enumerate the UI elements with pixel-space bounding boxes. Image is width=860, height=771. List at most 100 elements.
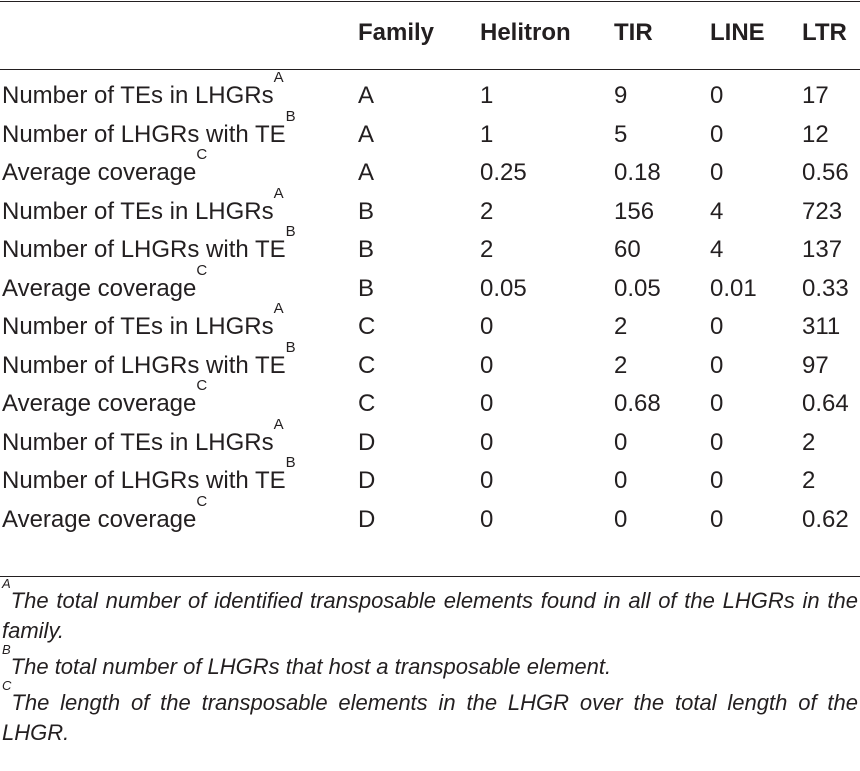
cell-family: C xyxy=(358,390,376,418)
cell-line: 0 xyxy=(710,467,724,495)
table-row: Number of LHGRs with TEB B 2 60 4 137 xyxy=(0,224,860,270)
row-label-cell: Number of LHGRs with TEB xyxy=(0,455,358,501)
cell-helitron: 0 xyxy=(480,313,494,341)
table-row: Number of LHGRs with TEB A 1 5 0 12 xyxy=(0,109,860,155)
row-label-cell: Average coverageC xyxy=(0,147,358,193)
cell-tir: 156 xyxy=(614,197,655,225)
cell-line: 4 xyxy=(710,236,724,264)
cell-ltr: 97 xyxy=(802,351,829,379)
header-row: Family Helitron TIR LINE LTR xyxy=(0,10,860,57)
cell-family: D xyxy=(358,467,376,495)
cell-tir: 2 xyxy=(614,351,628,379)
cell-family: B xyxy=(358,197,375,225)
table-row: Average coverageC D 0 0 0 0.62 xyxy=(0,494,860,540)
row-label: Average coverage xyxy=(2,505,197,533)
row-label-footnote-mark: B xyxy=(285,454,296,472)
row-label-cell: Number of LHGRs with TEB xyxy=(0,340,358,386)
cell-helitron: 0 xyxy=(480,467,494,495)
cell-tir: 0.68 xyxy=(614,390,661,418)
row-label-footnote-mark: C xyxy=(196,492,208,510)
cell-family: A xyxy=(358,159,375,187)
cell-line: 0 xyxy=(710,428,724,456)
table-row: Number of TEs in LHGRsA D 0 0 0 2 xyxy=(0,417,860,463)
row-label-cell: Number of TEs in LHGRsA xyxy=(0,186,358,232)
row-label: Average coverage xyxy=(2,390,197,418)
cell-helitron: 2 xyxy=(480,236,494,264)
table-row: Number of LHGRs with TEB D 0 0 0 2 xyxy=(0,455,860,501)
header-spacer xyxy=(0,57,860,77)
table-header-rule xyxy=(0,69,860,70)
footnotes: AThe total number of identified transpos… xyxy=(2,577,858,754)
row-label-footnote-mark: B xyxy=(285,223,296,241)
cell-tir: 5 xyxy=(614,120,628,148)
row-label-cell: Number of LHGRs with TEB xyxy=(0,109,358,155)
table-row: Number of TEs in LHGRsA B 2 156 4 723 xyxy=(0,186,860,232)
cell-helitron: 0 xyxy=(480,390,494,418)
cell-ltr: 2 xyxy=(802,467,816,495)
cell-family: A xyxy=(358,82,375,110)
row-label: Number of LHGRs with TE xyxy=(2,351,286,379)
cell-line: 0 xyxy=(710,120,724,148)
cell-line: 0 xyxy=(710,351,724,379)
cell-tir: 60 xyxy=(614,236,641,264)
footnote-text: The total number of identified transposa… xyxy=(2,588,858,643)
cell-ltr: 0.33 xyxy=(802,274,849,302)
header-cell-helitron: Helitron xyxy=(480,19,571,46)
header-cell-family: Family xyxy=(358,19,435,46)
cell-family: C xyxy=(358,313,376,341)
cell-helitron: 0 xyxy=(480,428,494,456)
cell-tir: 9 xyxy=(614,82,628,110)
cell-helitron: 1 xyxy=(480,120,494,148)
header-cell-label xyxy=(0,10,358,57)
row-label: Average coverage xyxy=(2,274,197,302)
cell-tir: 0 xyxy=(614,505,628,533)
table-top-rule xyxy=(0,1,860,2)
cell-line: 0 xyxy=(710,313,724,341)
cell-line: 0.01 xyxy=(710,274,757,302)
cell-helitron: 0.25 xyxy=(480,159,527,187)
cell-family: D xyxy=(358,428,376,456)
cell-ltr: 0.56 xyxy=(802,159,849,187)
header-cell-line: LINE xyxy=(710,19,765,46)
footnote-mark: C xyxy=(2,678,12,693)
cell-tir: 0.18 xyxy=(614,159,661,187)
footnote-b: BThe total number of LHGRs that host a t… xyxy=(2,643,858,682)
row-label: Number of TEs in LHGRs xyxy=(2,313,274,341)
cell-helitron: 0 xyxy=(480,505,494,533)
row-label: Number of LHGRs with TE xyxy=(2,120,286,148)
row-label-footnote-mark: C xyxy=(196,377,208,395)
cell-ltr: 311 xyxy=(802,313,841,341)
cell-line: 0 xyxy=(710,505,724,533)
header-cell-tir: TIR xyxy=(614,19,653,46)
row-label: Number of LHGRs with TE xyxy=(2,467,286,495)
cell-line: 0 xyxy=(710,82,724,110)
table-row: Average coverageC A 0.25 0.18 0 0.56 xyxy=(0,147,860,193)
footnote-text: The length of the transposable elements … xyxy=(2,690,858,745)
cell-ltr: 0.62 xyxy=(802,505,849,533)
table-bottom-rule xyxy=(0,576,860,577)
cell-ltr: 137 xyxy=(802,236,843,264)
row-label-cell: Number of TEs in LHGRsA xyxy=(0,70,358,116)
row-label-footnote-mark: B xyxy=(285,107,296,125)
row-label-footnote-mark: C xyxy=(196,146,208,164)
cell-helitron: 0 xyxy=(480,351,494,379)
row-label: Number of TEs in LHGRs xyxy=(2,197,274,225)
row-label-cell: Average coverageC xyxy=(0,263,358,309)
cell-ltr: 0.64 xyxy=(802,390,849,418)
cell-ltr: 12 xyxy=(802,120,829,148)
table-row: Number of TEs in LHGRsA C 0 2 0 311 xyxy=(0,301,860,347)
cell-family: A xyxy=(358,120,375,148)
footnote-text: The total number of LHGRs that host a tr… xyxy=(10,654,612,679)
table-row: Number of LHGRs with TEB C 0 2 0 97 xyxy=(0,340,860,386)
table-row: Number of TEs in LHGRsA A 1 9 0 17 xyxy=(0,70,860,116)
row-label-footnote-mark: B xyxy=(285,338,296,356)
table-row: Average coverageC B 0.05 0.05 0.01 0.33 xyxy=(0,263,860,309)
cell-ltr: 17 xyxy=(802,82,829,110)
footnote-c: CThe length of the transposable elements… xyxy=(2,679,858,748)
header-cell-ltr: LTR xyxy=(802,19,847,46)
cell-tir: 2 xyxy=(614,313,628,341)
cell-tir: 0.05 xyxy=(614,274,661,302)
transposable-elements-table: Family Helitron TIR LINE LTR Number of T… xyxy=(0,10,860,539)
row-label-footnote-mark: A xyxy=(273,69,284,87)
